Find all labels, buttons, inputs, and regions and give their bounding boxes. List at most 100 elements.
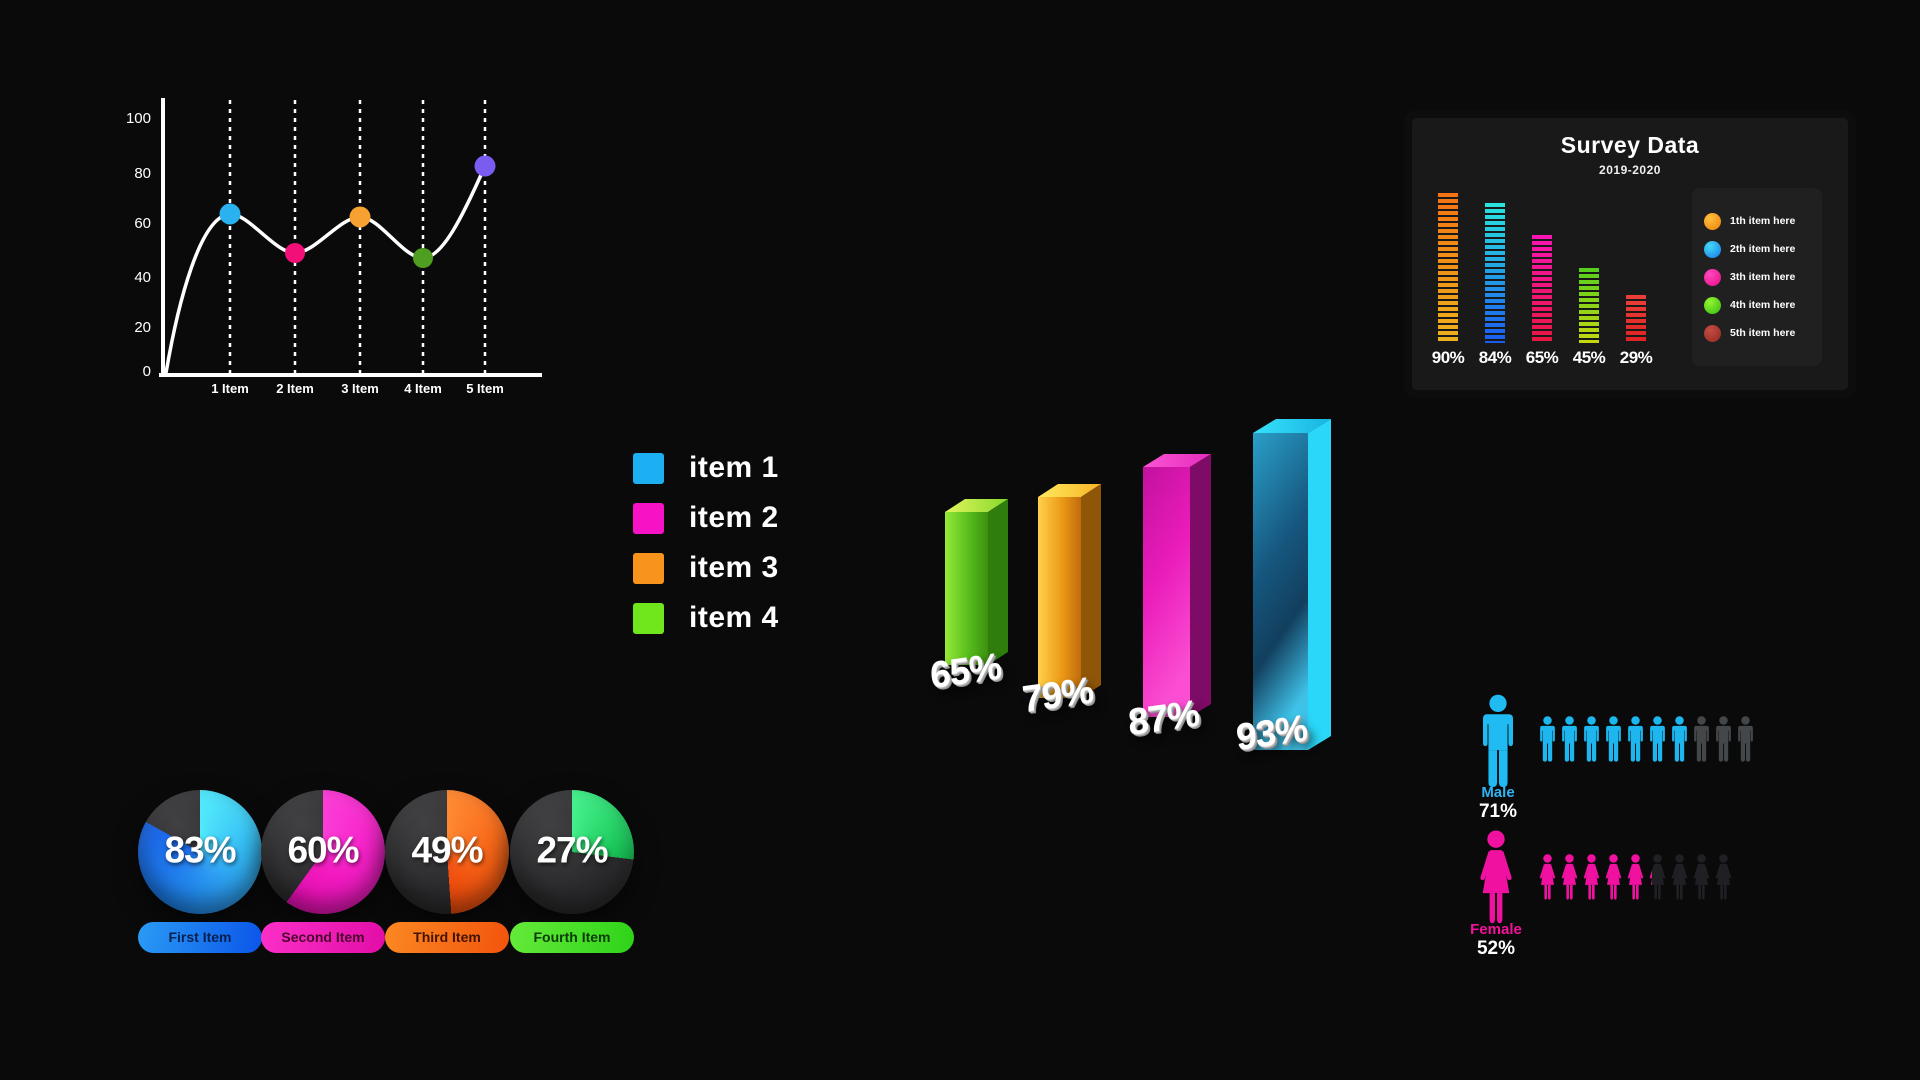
pie-chart-fourth-item: 27%: [510, 790, 634, 914]
bar-3d-value: 79%: [1020, 669, 1095, 720]
female-icon: [1625, 854, 1646, 901]
y-tick: 100: [126, 110, 151, 127]
x-label: 1 Item: [211, 381, 249, 396]
data-point-dot: [474, 155, 496, 177]
data-point-dot: [349, 206, 371, 228]
survey-legend: 1th item here 2th item here 3th item her…: [1692, 188, 1822, 366]
pie-label-pill: First Item: [138, 922, 262, 953]
x-label: 3 Item: [341, 381, 379, 396]
pie-value: 83%: [164, 829, 236, 871]
survey-bar-2: [1485, 203, 1505, 343]
y-tick: 40: [134, 269, 151, 286]
pictogram-label-male: Male: [1481, 784, 1515, 801]
male-icon-large: [1478, 694, 1518, 790]
survey-bar-value: 65%: [1525, 348, 1559, 367]
legend-item: 4th item here: [1704, 296, 1810, 314]
legend-label: item 4: [689, 601, 779, 634]
legend-item: item 2: [633, 501, 779, 534]
female-icon: [1581, 854, 1602, 901]
legend-label: 1th item here: [1730, 215, 1796, 227]
survey-title: Survey Data: [1560, 132, 1700, 158]
survey-bar-value: 29%: [1619, 348, 1653, 367]
legend-dot-icon: [1704, 296, 1721, 314]
female-icon: [1603, 854, 1624, 901]
y-tick: 80: [134, 165, 151, 182]
data-point-dot: [413, 248, 433, 268]
legend-item: 5th item here: [1704, 324, 1810, 342]
legend-label: 4th item here: [1730, 299, 1796, 311]
bar-3d-value: 87%: [1126, 692, 1201, 743]
pie-label-pill: Third Item: [385, 922, 509, 953]
survey-bar-value: 90%: [1431, 348, 1465, 367]
legend-item: item 1: [633, 451, 779, 484]
legend-item: 3th item here: [1704, 268, 1810, 286]
bar-3d-green: [945, 499, 1008, 665]
male-icon: [1713, 716, 1734, 763]
legend-label: 3th item here: [1730, 271, 1796, 283]
line-chart-x-labels: 1 Item 2 Item 3 Item 4 Item 5 Item: [211, 381, 504, 396]
y-tick: 0: [143, 363, 151, 380]
pie-value: 60%: [287, 829, 359, 871]
survey-bar-3: [1532, 235, 1552, 343]
legend-label: 5th item here: [1730, 327, 1796, 339]
legend-item: 2th item here: [1704, 240, 1810, 258]
legend-dot-icon: [1704, 324, 1721, 342]
survey-bar-value: 45%: [1572, 348, 1606, 367]
survey-bar-value: 84%: [1478, 348, 1512, 367]
male-icon: [1647, 716, 1668, 763]
female-icon-large: [1474, 830, 1518, 926]
pie-value: 27%: [536, 829, 608, 871]
data-point-dot: [285, 243, 305, 263]
survey-data-panel: Survey Data 2019-2020 90% 84% 65% 45% 29…: [1412, 118, 1848, 390]
legend-label: item 2: [689, 501, 779, 534]
bar-3d-orange: [1038, 484, 1101, 698]
bar-3d-value: 65%: [928, 645, 1003, 696]
pictogram-value-female: 52%: [1476, 938, 1516, 959]
legend-dot-icon: [1704, 268, 1721, 286]
pie-value: 49%: [411, 829, 483, 871]
male-icon: [1691, 716, 1712, 763]
male-icon: [1537, 716, 1558, 763]
pie-label-pill: Fourth Item: [510, 922, 634, 953]
legend-item: item 3: [633, 551, 779, 584]
survey-bar-1: [1438, 193, 1458, 343]
x-label: 5 Item: [466, 381, 504, 396]
legend-square-icon: [633, 452, 664, 484]
survey-subtitle: 2019-2020: [1599, 163, 1661, 177]
y-tick: 60: [134, 215, 151, 232]
female-icon: [1669, 854, 1690, 901]
legend-label: item 1: [689, 451, 779, 484]
female-icon-partial: [1647, 854, 1668, 901]
pie-chart-second-item: 60%: [261, 790, 385, 914]
pictogram-label-female: Female: [1470, 921, 1522, 938]
legend-item: item 4: [633, 601, 779, 634]
x-label: 4 Item: [404, 381, 442, 396]
legend-square-icon: [633, 552, 664, 584]
legend-item: 1th item here: [1704, 212, 1810, 230]
line-chart-points: [219, 155, 496, 268]
pie-chart-third-item: 49%: [385, 790, 509, 914]
legend-label: item 3: [689, 551, 779, 584]
legend-label: 2th item here: [1730, 243, 1796, 255]
male-icon: [1559, 716, 1580, 763]
male-icon: [1735, 716, 1756, 763]
bar-3d-magenta: [1143, 454, 1211, 717]
female-icon: [1559, 854, 1580, 901]
male-icon: [1603, 716, 1624, 763]
female-icon-fill: [1647, 854, 1652, 901]
legend-square-icon: [633, 602, 664, 634]
survey-bar-5: [1626, 295, 1646, 343]
survey-bar-4: [1579, 268, 1599, 343]
line-chart-axes: [159, 98, 542, 377]
pie-label-pill: Second Item: [261, 922, 385, 953]
bar-3d-value: 93%: [1234, 707, 1309, 758]
line-chart-gridlines: [228, 100, 487, 373]
line-chart-curve: [164, 164, 487, 375]
legend-dot-icon: [1704, 240, 1721, 258]
data-point-dot: [219, 203, 241, 225]
bars-3d-legend: item 1 item 2 item 3 item 4: [633, 451, 779, 634]
male-icon: [1625, 716, 1646, 763]
female-icon-row: [1537, 854, 1734, 901]
x-label: 2 Item: [276, 381, 314, 396]
